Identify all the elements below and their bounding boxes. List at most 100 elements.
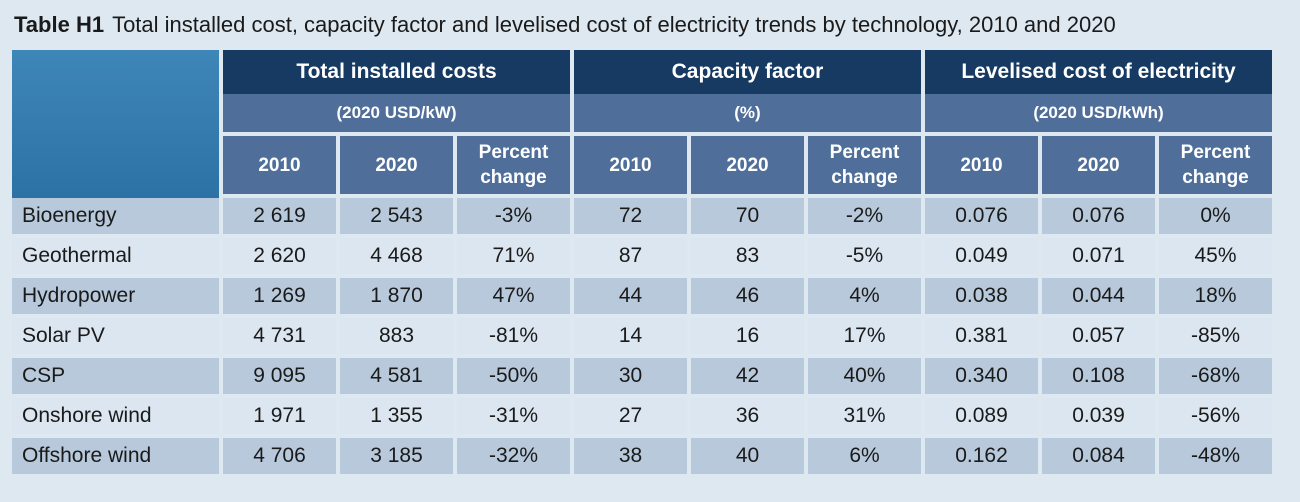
cell-cf-2020: 42 — [691, 358, 804, 398]
cell-cf-2010: 14 — [574, 318, 687, 358]
cell-cf-2010: 27 — [574, 398, 687, 438]
cell-lcoe-2010: 0.038 — [925, 278, 1038, 318]
cell-cost-2020: 1 355 — [340, 398, 453, 438]
unit-header-capacity-factor: (%) — [574, 94, 921, 132]
cell-cost-percent-change: -50% — [457, 358, 570, 398]
row-technology-name: Solar PV — [12, 318, 219, 358]
table-row: Solar PV 4 731 883 -81% 14 16 17% 0.381 0.057 -85… — [12, 318, 1272, 358]
cell-cf-2010: 72 — [574, 198, 687, 238]
cell-lcoe-2020: 0.071 — [1042, 238, 1155, 278]
cell-lcoe-2020: 0.084 — [1042, 438, 1155, 478]
cell-cf-percent-change: -2% — [808, 198, 921, 238]
row-technology-name: Offshore wind — [12, 438, 219, 478]
col-header-2010: 2010 — [925, 136, 1038, 194]
cell-cost-2020: 883 — [340, 318, 453, 358]
unit-header-installed-costs: (2020 USD/kW) — [223, 94, 570, 132]
cell-lcoe-percent-change: -48% — [1159, 438, 1272, 478]
group-header-lcoe: Levelised cost of electricity — [925, 50, 1272, 94]
cell-cost-2020: 3 185 — [340, 438, 453, 478]
cell-cf-2020: 46 — [691, 278, 804, 318]
cell-lcoe-2010: 0.340 — [925, 358, 1038, 398]
col-header-percent-change: Percent change — [457, 136, 570, 194]
table-row: Offshore wind 4 706 3 185 -32% 38 40 6% 0.162 0.… — [12, 438, 1272, 478]
cell-lcoe-2010: 0.381 — [925, 318, 1038, 358]
col-header-percent-change: Percent change — [808, 136, 921, 194]
col-header-2020: 2020 — [340, 136, 453, 194]
table-row: Geothermal 2 620 4 468 71% 87 83 -5% 0.049 0.071… — [12, 238, 1272, 278]
change-label: change — [831, 167, 898, 188]
cell-cf-2020: 83 — [691, 238, 804, 278]
cell-cf-2010: 87 — [574, 238, 687, 278]
cell-cost-2010: 2 619 — [223, 198, 336, 238]
cell-cost-2020: 1 870 — [340, 278, 453, 318]
cell-cost-2020: 4 468 — [340, 238, 453, 278]
cell-cf-percent-change: -5% — [808, 238, 921, 278]
table-row: Bioenergy 2 619 2 543 -3% 72 70 -2% 0.076 0.076 0… — [12, 198, 1272, 238]
percent-label: Percent — [478, 142, 549, 163]
cell-cf-2020: 16 — [691, 318, 804, 358]
table-body: Bioenergy 2 619 2 543 -3% 72 70 -2% 0.076 0.076 0… — [12, 198, 1272, 478]
cell-cost-2010: 9 095 — [223, 358, 336, 398]
cell-cf-2010: 44 — [574, 278, 687, 318]
col-header-2010: 2010 — [574, 136, 687, 194]
cell-cf-percent-change: 31% — [808, 398, 921, 438]
cell-cf-percent-change: 17% — [808, 318, 921, 358]
col-header-percent-change: Percent change — [1159, 136, 1272, 194]
cell-lcoe-percent-change: 0% — [1159, 198, 1272, 238]
group-header-capacity-factor: Capacity factor — [574, 50, 921, 94]
group-header-installed-costs: Total installed costs — [223, 50, 570, 94]
cell-lcoe-2020: 0.076 — [1042, 198, 1155, 238]
cell-cf-percent-change: 6% — [808, 438, 921, 478]
change-label: change — [1182, 167, 1249, 188]
cell-cf-2020: 36 — [691, 398, 804, 438]
unit-header-lcoe: (2020 USD/kWh) — [925, 94, 1272, 132]
cell-cf-percent-change: 40% — [808, 358, 921, 398]
row-technology-name: Bioenergy — [12, 198, 219, 238]
cell-cost-2010: 4 731 — [223, 318, 336, 358]
cell-lcoe-2020: 0.044 — [1042, 278, 1155, 318]
header-corner — [12, 50, 219, 198]
cell-cf-2010: 38 — [574, 438, 687, 478]
cell-cost-2020: 4 581 — [340, 358, 453, 398]
row-technology-name: Onshore wind — [12, 398, 219, 438]
percent-label: Percent — [1180, 142, 1251, 163]
cell-cost-2020: 2 543 — [340, 198, 453, 238]
col-header-2020: 2020 — [691, 136, 804, 194]
cell-cost-percent-change: -81% — [457, 318, 570, 358]
cell-cost-percent-change: -31% — [457, 398, 570, 438]
col-header-2020: 2020 — [1042, 136, 1155, 194]
cell-lcoe-2020: 0.039 — [1042, 398, 1155, 438]
row-technology-name: Geothermal — [12, 238, 219, 278]
col-header-2010: 2010 — [223, 136, 336, 194]
cell-cost-2010: 2 620 — [223, 238, 336, 278]
table-row: Onshore wind 1 971 1 355 -31% 27 36 31% 0.089 0.… — [12, 398, 1272, 438]
table-title: Table H1 Total installed cost, capacity f… — [14, 10, 1116, 40]
cell-lcoe-2010: 0.049 — [925, 238, 1038, 278]
table-label: Table H1 — [14, 12, 105, 37]
cell-cost-2010: 1 971 — [223, 398, 336, 438]
cell-cost-percent-change: -32% — [457, 438, 570, 478]
cell-cf-2020: 40 — [691, 438, 804, 478]
cell-lcoe-percent-change: 45% — [1159, 238, 1272, 278]
cell-cost-percent-change: -3% — [457, 198, 570, 238]
cell-lcoe-2010: 0.076 — [925, 198, 1038, 238]
cell-cost-2010: 1 269 — [223, 278, 336, 318]
table-row: CSP 9 095 4 581 -50% 30 42 40% 0.340 0.108 -68% — [12, 358, 1272, 398]
row-technology-name: CSP — [12, 358, 219, 398]
cell-lcoe-percent-change: -68% — [1159, 358, 1272, 398]
cell-lcoe-2020: 0.108 — [1042, 358, 1155, 398]
cell-cf-2020: 70 — [691, 198, 804, 238]
cell-lcoe-2010: 0.089 — [925, 398, 1038, 438]
cell-lcoe-percent-change: -85% — [1159, 318, 1272, 358]
table-row: Hydropower 1 269 1 870 47% 44 46 4% 0.038 0.044 1… — [12, 278, 1272, 318]
cell-cf-2010: 30 — [574, 358, 687, 398]
cell-lcoe-2010: 0.162 — [925, 438, 1038, 478]
cell-lcoe-percent-change: 18% — [1159, 278, 1272, 318]
cell-cost-percent-change: 71% — [457, 238, 570, 278]
percent-label: Percent — [829, 142, 900, 163]
cell-lcoe-percent-change: -56% — [1159, 398, 1272, 438]
cell-lcoe-2020: 0.057 — [1042, 318, 1155, 358]
cell-cost-percent-change: 47% — [457, 278, 570, 318]
change-label: change — [480, 167, 547, 188]
cell-cf-percent-change: 4% — [808, 278, 921, 318]
